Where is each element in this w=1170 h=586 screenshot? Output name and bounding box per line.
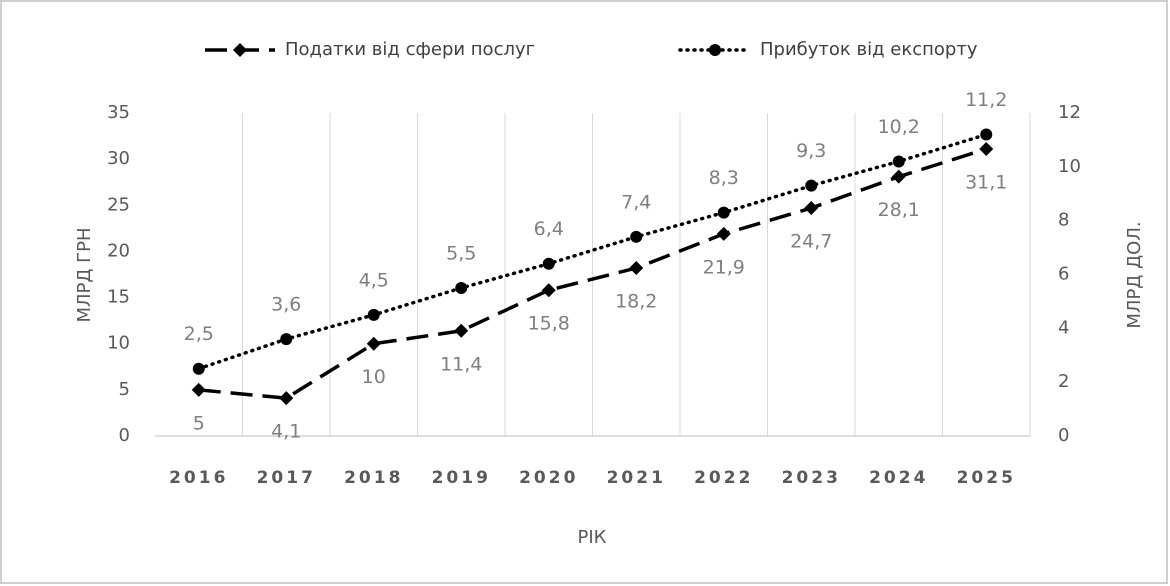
legend-marker bbox=[233, 43, 247, 57]
point bbox=[367, 308, 380, 321]
series-line bbox=[197, 132, 988, 371]
data-label: 7,4 bbox=[621, 191, 651, 213]
point bbox=[279, 391, 294, 406]
x-tick-label: 2023 bbox=[782, 468, 841, 488]
point bbox=[455, 281, 468, 294]
data-label: 4,1 bbox=[271, 421, 301, 443]
y-tick-label: 25 bbox=[107, 194, 130, 215]
y2-tick-label: 0 bbox=[1058, 425, 1069, 446]
data-label: 11,4 bbox=[440, 353, 482, 375]
data-label: 28,1 bbox=[878, 199, 920, 221]
x-tick-label: 2020 bbox=[519, 468, 578, 488]
point bbox=[805, 179, 818, 192]
y-tick-label: 20 bbox=[107, 240, 130, 261]
point bbox=[541, 283, 556, 298]
y-tick-label: 10 bbox=[107, 333, 130, 354]
point bbox=[892, 155, 905, 168]
data-label: 9,3 bbox=[796, 140, 826, 162]
x-tick-label: 2024 bbox=[869, 468, 928, 488]
y2-tick-label: 10 bbox=[1058, 156, 1081, 177]
point bbox=[629, 261, 644, 276]
y2-axis-label: МЛРД ДОЛ. bbox=[1124, 221, 1145, 328]
point bbox=[716, 226, 731, 241]
data-label: 2,5 bbox=[184, 323, 214, 345]
x-tick-label: 2025 bbox=[957, 468, 1016, 488]
point bbox=[280, 333, 293, 346]
x-axis-label: РІК bbox=[578, 527, 607, 548]
y-tick-label: 15 bbox=[107, 287, 130, 308]
y2-tick-label: 2 bbox=[1058, 371, 1069, 392]
data-label: 10,2 bbox=[878, 116, 920, 138]
point bbox=[630, 230, 643, 243]
data-label: 24,7 bbox=[790, 231, 832, 253]
x-tick-label: 2022 bbox=[694, 468, 753, 488]
legend-label: Прибуток від експорту bbox=[760, 39, 978, 60]
y-axis-label: МЛРД ГРН bbox=[74, 227, 95, 322]
point bbox=[980, 128, 993, 141]
point bbox=[891, 169, 906, 184]
point bbox=[979, 141, 994, 156]
series-line bbox=[198, 147, 987, 400]
point bbox=[804, 201, 819, 216]
x-tick-label: 2017 bbox=[257, 468, 316, 488]
legend-marker bbox=[709, 44, 721, 56]
y2-tick-label: 12 bbox=[1058, 102, 1081, 123]
y-tick-label: 30 bbox=[107, 148, 130, 169]
data-label: 15,8 bbox=[528, 313, 570, 335]
x-tick-label: 2019 bbox=[432, 468, 491, 488]
x-tick-label: 2018 bbox=[344, 468, 403, 488]
y-tick-label: 35 bbox=[107, 102, 130, 123]
data-label: 8,3 bbox=[709, 167, 739, 189]
y2-tick-label: 8 bbox=[1058, 210, 1069, 231]
data-label: 21,9 bbox=[703, 256, 745, 278]
point bbox=[542, 257, 555, 270]
data-label: 10 bbox=[362, 366, 386, 388]
point bbox=[191, 382, 206, 397]
y-tick-label: 0 bbox=[119, 425, 130, 446]
data-label: 31,1 bbox=[965, 171, 1007, 193]
point bbox=[717, 206, 730, 219]
data-label: 11,2 bbox=[965, 89, 1007, 111]
data-label: 18,2 bbox=[615, 291, 657, 313]
data-label: 3,6 bbox=[271, 294, 301, 316]
data-label: 5,5 bbox=[446, 242, 476, 264]
y-tick-label: 5 bbox=[119, 379, 130, 400]
y2-tick-label: 4 bbox=[1058, 317, 1069, 338]
point bbox=[192, 362, 205, 375]
y2-tick-label: 6 bbox=[1058, 264, 1069, 285]
data-label: 5 bbox=[193, 412, 205, 434]
point bbox=[454, 323, 469, 338]
data-label: 6,4 bbox=[534, 218, 564, 240]
point bbox=[366, 336, 381, 351]
legend-label: Податки від сфери послуг bbox=[285, 39, 535, 60]
x-tick-label: 2021 bbox=[607, 468, 666, 488]
x-tick-label: 2016 bbox=[169, 468, 228, 488]
data-label: 4,5 bbox=[359, 269, 389, 291]
